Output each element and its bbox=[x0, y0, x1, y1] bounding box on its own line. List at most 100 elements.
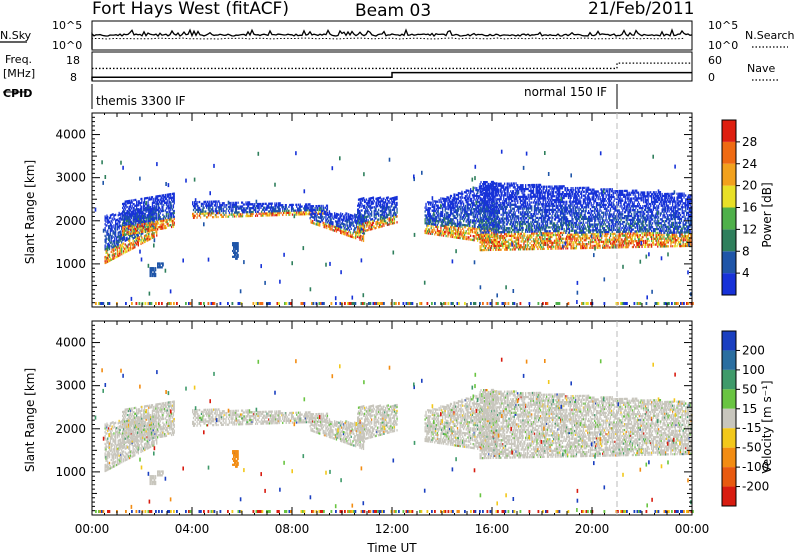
power-cell bbox=[122, 231, 125, 235]
power-cell bbox=[262, 202, 265, 206]
power-cell bbox=[129, 209, 131, 212]
power-cell bbox=[172, 225, 175, 228]
power-cell bbox=[114, 227, 116, 230]
power-cell bbox=[492, 192, 494, 195]
power-cell bbox=[162, 207, 164, 211]
power-cell bbox=[312, 220, 314, 223]
power-cell bbox=[109, 230, 112, 233]
power-cell bbox=[121, 253, 123, 256]
power-cell bbox=[115, 223, 117, 226]
power-cell bbox=[166, 218, 168, 222]
power-cell bbox=[457, 229, 460, 232]
power-cell bbox=[125, 221, 127, 224]
power-cell bbox=[160, 221, 162, 225]
power-cell bbox=[136, 225, 139, 228]
power-cell bbox=[143, 220, 145, 224]
power-cell bbox=[114, 243, 116, 246]
power-cell bbox=[129, 221, 132, 224]
power-cell bbox=[167, 212, 169, 216]
power-cell bbox=[279, 208, 281, 211]
power-cell bbox=[193, 203, 196, 206]
power-cell bbox=[489, 244, 491, 248]
power-cell bbox=[167, 216, 169, 220]
power-cell bbox=[519, 228, 522, 232]
power-cell bbox=[157, 208, 159, 212]
power-cell bbox=[199, 212, 201, 215]
power-cell bbox=[509, 227, 511, 230]
power-cell bbox=[140, 221, 142, 224]
power-cell bbox=[146, 229, 148, 233]
power-cell bbox=[130, 232, 132, 235]
power-cell bbox=[444, 205, 446, 208]
power-cell bbox=[113, 249, 115, 252]
power-cell bbox=[173, 202, 175, 205]
power-cell bbox=[164, 226, 167, 230]
power-cell bbox=[129, 223, 131, 226]
power-cell bbox=[157, 195, 159, 198]
power-cell bbox=[123, 224, 126, 227]
power-cell bbox=[465, 232, 467, 235]
power-cell bbox=[488, 241, 490, 244]
power-cell bbox=[480, 219, 482, 223]
power-cell bbox=[163, 219, 165, 222]
power-cell bbox=[199, 206, 201, 210]
power-cell bbox=[157, 199, 159, 202]
power-cell bbox=[159, 227, 161, 230]
power-cell bbox=[129, 230, 131, 234]
power-cell bbox=[126, 248, 128, 251]
power-cell bbox=[359, 227, 361, 230]
power-cell bbox=[159, 225, 161, 229]
power-cell bbox=[136, 202, 138, 205]
power-cell bbox=[150, 217, 153, 221]
power-cell bbox=[440, 218, 442, 221]
power-cell bbox=[124, 239, 126, 242]
power-cell bbox=[317, 206, 319, 210]
power-cell bbox=[116, 222, 119, 225]
power-cell bbox=[104, 248, 106, 251]
power-cell bbox=[113, 235, 115, 239]
power-cell bbox=[198, 206, 200, 210]
power-cell bbox=[129, 246, 132, 249]
power-cell bbox=[107, 231, 109, 234]
power-cell bbox=[111, 248, 113, 251]
power-cell bbox=[321, 215, 324, 218]
power-cell bbox=[159, 208, 161, 211]
power-cell bbox=[148, 206, 150, 209]
power-cell bbox=[128, 221, 130, 224]
power-cell bbox=[197, 204, 199, 208]
power-cell bbox=[156, 214, 158, 217]
power-cell bbox=[151, 211, 154, 214]
power-cell bbox=[170, 193, 172, 196]
power-cell bbox=[141, 240, 143, 243]
power-cell bbox=[135, 222, 137, 225]
power-cell bbox=[156, 213, 158, 216]
power-cell bbox=[110, 250, 112, 254]
power-cell bbox=[134, 244, 136, 247]
nsky-line bbox=[91, 28, 693, 49]
power-cell bbox=[148, 225, 150, 228]
power-cell bbox=[379, 202, 382, 205]
power-cell bbox=[150, 237, 152, 240]
power-cell bbox=[393, 208, 396, 211]
power-cell bbox=[320, 213, 323, 216]
power-cell bbox=[485, 248, 487, 252]
power-cell bbox=[152, 221, 154, 224]
power-cell bbox=[132, 237, 134, 240]
power-cell bbox=[470, 188, 472, 191]
power-cell bbox=[349, 233, 352, 236]
power-cell bbox=[143, 205, 146, 208]
power-cell bbox=[150, 209, 153, 213]
power-cell bbox=[213, 210, 215, 213]
power-cell bbox=[463, 235, 466, 238]
power-cell bbox=[122, 218, 124, 221]
power-cell bbox=[193, 214, 196, 217]
power-cell bbox=[115, 229, 117, 232]
power-cell bbox=[138, 237, 140, 241]
nsky-label: N.Sky bbox=[0, 29, 32, 42]
power-cell bbox=[360, 237, 362, 240]
power-cell bbox=[140, 229, 142, 232]
power-cell bbox=[131, 226, 133, 229]
power-cell bbox=[149, 238, 151, 241]
power-cell bbox=[124, 218, 126, 221]
power-cell bbox=[161, 202, 163, 205]
